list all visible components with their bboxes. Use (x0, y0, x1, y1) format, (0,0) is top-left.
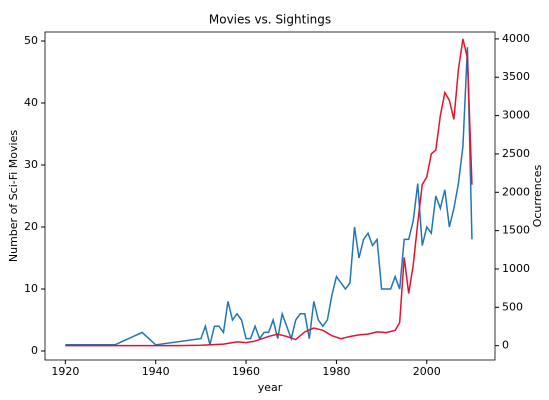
y2-tick-label: 2000 (502, 185, 530, 198)
series-line (65, 38, 473, 347)
x-axis-label: year (258, 381, 283, 394)
y2-tick-label: 3000 (502, 109, 530, 122)
y-tick-label: 30 (24, 158, 38, 171)
y-axis-label: Number of Sci-Fi Movies (7, 130, 20, 262)
y-tick-label: 50 (24, 34, 38, 47)
y-tick-label: 20 (24, 220, 38, 233)
y-tick-label: 0 (31, 344, 38, 357)
y2-tick-label: 3500 (502, 70, 530, 83)
plot-frame (44, 31, 496, 361)
x-tick-label: 1980 (322, 365, 350, 378)
y2-tick-label: 1000 (502, 262, 530, 275)
y2-tick-label: 0 (502, 339, 509, 352)
y2-tick-label: 500 (502, 300, 523, 313)
y-tick-label: 10 (24, 282, 38, 295)
y2-tick-label: 1500 (502, 224, 530, 237)
x-tick-label: 1940 (142, 365, 170, 378)
x-tick-label: 1920 (51, 365, 79, 378)
y-tick-label: 40 (24, 96, 38, 109)
x-tick-label: 1960 (232, 365, 260, 378)
y2-tick-label: 4000 (502, 32, 530, 45)
x-tick-label: 2000 (413, 365, 441, 378)
y2-axis-label: Ocurrences (531, 164, 544, 227)
y2-tick-label: 2500 (502, 147, 530, 160)
series-line (65, 47, 473, 346)
chart-title: Movies vs. Sightings (209, 13, 331, 27)
